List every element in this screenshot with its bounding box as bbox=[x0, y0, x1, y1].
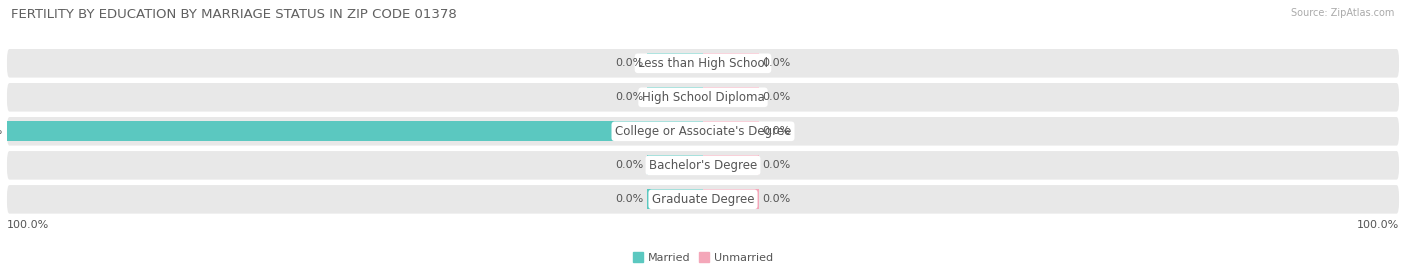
Bar bbox=[647, 189, 703, 209]
Text: 100.0%: 100.0% bbox=[0, 126, 4, 136]
Text: Graduate Degree: Graduate Degree bbox=[652, 193, 754, 206]
FancyBboxPatch shape bbox=[7, 117, 1399, 146]
Text: 0.0%: 0.0% bbox=[616, 160, 644, 170]
Text: 0.0%: 0.0% bbox=[616, 92, 644, 102]
FancyBboxPatch shape bbox=[7, 49, 1399, 77]
Text: 100.0%: 100.0% bbox=[7, 221, 49, 230]
Bar bbox=[647, 155, 703, 175]
Bar bbox=[647, 53, 703, 73]
Text: Bachelor's Degree: Bachelor's Degree bbox=[650, 159, 756, 172]
Text: 0.0%: 0.0% bbox=[616, 58, 644, 68]
FancyBboxPatch shape bbox=[7, 185, 1399, 214]
Text: Source: ZipAtlas.com: Source: ZipAtlas.com bbox=[1291, 8, 1395, 18]
Text: 0.0%: 0.0% bbox=[616, 194, 644, 204]
Bar bbox=[703, 121, 759, 141]
Bar bbox=[7, 121, 703, 141]
Text: 0.0%: 0.0% bbox=[762, 92, 790, 102]
Text: 100.0%: 100.0% bbox=[1357, 221, 1399, 230]
Bar bbox=[703, 155, 759, 175]
Text: Less than High School: Less than High School bbox=[638, 57, 768, 70]
Text: 0.0%: 0.0% bbox=[762, 58, 790, 68]
Text: College or Associate's Degree: College or Associate's Degree bbox=[614, 125, 792, 138]
FancyBboxPatch shape bbox=[7, 151, 1399, 180]
Text: 0.0%: 0.0% bbox=[762, 160, 790, 170]
Text: 0.0%: 0.0% bbox=[762, 126, 790, 136]
Bar bbox=[703, 189, 759, 209]
Bar bbox=[703, 87, 759, 107]
FancyBboxPatch shape bbox=[7, 83, 1399, 111]
Bar bbox=[703, 53, 759, 73]
Text: FERTILITY BY EDUCATION BY MARRIAGE STATUS IN ZIP CODE 01378: FERTILITY BY EDUCATION BY MARRIAGE STATU… bbox=[11, 8, 457, 21]
Legend: Married, Unmarried: Married, Unmarried bbox=[628, 247, 778, 267]
Text: 0.0%: 0.0% bbox=[762, 194, 790, 204]
Bar bbox=[647, 87, 703, 107]
Text: High School Diploma: High School Diploma bbox=[641, 91, 765, 104]
